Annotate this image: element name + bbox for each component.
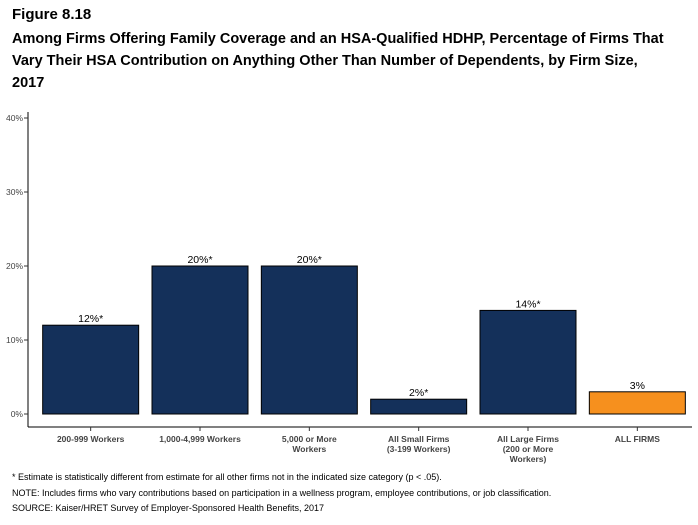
note: NOTE: Includes firms who vary contributi… (12, 487, 552, 498)
data-label: 20%* (187, 254, 212, 266)
y-tick-label: 0% (11, 409, 24, 419)
x-tick-label: ALL FIRMS (615, 434, 661, 444)
y-tick-label: 20% (6, 261, 23, 271)
bar (370, 398, 468, 415)
data-label: 14%* (515, 298, 540, 310)
y-tick-label: 30% (6, 187, 23, 197)
data-label: 2%* (409, 387, 428, 399)
chart-notes: * Estimate is statistically different fr… (12, 470, 692, 517)
bar (479, 309, 577, 415)
x-tick-label: Workers (292, 444, 326, 454)
figure-label: Figure 8.18 (12, 6, 92, 23)
x-tick-label: 1,000-4,999 Workers (159, 434, 241, 444)
data-label: 3% (630, 380, 645, 392)
x-tick-label: 5,000 or More (282, 434, 337, 444)
source: SOURCE: Kaiser/HRET Survey of Employer-S… (12, 503, 324, 513)
x-tick-label: All Small Firms (388, 434, 450, 444)
x-tick-label: (3-199 Workers) (387, 444, 451, 454)
x-tick-label: 200-999 Workers (57, 434, 125, 444)
y-tick-label: 10% (6, 335, 23, 345)
bar (588, 391, 686, 415)
data-label: 20%* (297, 254, 322, 266)
bar (42, 324, 140, 415)
chart-title: Among Firms Offering Family Coverage and… (12, 31, 664, 91)
x-tick-label: Workers) (510, 454, 547, 464)
x-tick-label: (200 or More (503, 444, 554, 454)
footnote: * Estimate is statistically different fr… (12, 472, 442, 482)
bar (151, 265, 249, 415)
data-label: 12%* (78, 313, 103, 325)
x-tick-label: All Large Firms (497, 434, 559, 444)
y-tick-label: 40% (6, 113, 23, 123)
bar (260, 265, 358, 415)
